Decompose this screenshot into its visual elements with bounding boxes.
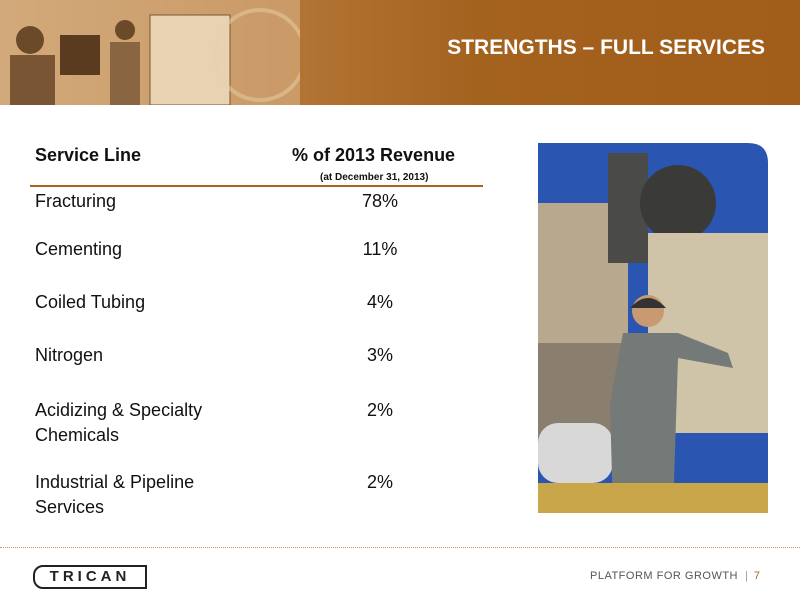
worker-photo — [538, 143, 768, 513]
row-value: 4% — [366, 292, 393, 312]
footer-rule — [0, 547, 800, 548]
column-note: (at December 31, 2013) — [320, 172, 429, 183]
page-number: 7 — [745, 570, 760, 582]
row-value: 3% — [366, 345, 393, 365]
row-label: Industrial & Pipeline Services — [35, 472, 195, 517]
row-value: 2% — [366, 472, 393, 492]
column-header: Service Line — [35, 145, 142, 165]
footer-tagline: PLATFORM FOR GROWTH — [589, 570, 738, 582]
header-photo — [0, 0, 307, 106]
row-label: Coiled Tubing — [35, 292, 146, 312]
row-value: 2% — [366, 400, 393, 420]
row-value: 11% — [362, 239, 398, 259]
row-label: Nitrogen — [35, 345, 104, 365]
row-value: 78% — [361, 191, 399, 211]
row-label: Cementing — [35, 239, 123, 259]
column-header: % of 2013 Revenue — [292, 145, 456, 165]
row-label: Fracturing — [35, 191, 117, 211]
header-rule — [30, 185, 483, 187]
header-band — [0, 0, 800, 106]
row-label: Acidizing & Specialty Chemicals — [35, 400, 203, 445]
company-logo: TRICAN — [33, 565, 147, 589]
slide-title: STRENGTHS – FULL SERVICES — [447, 36, 765, 59]
